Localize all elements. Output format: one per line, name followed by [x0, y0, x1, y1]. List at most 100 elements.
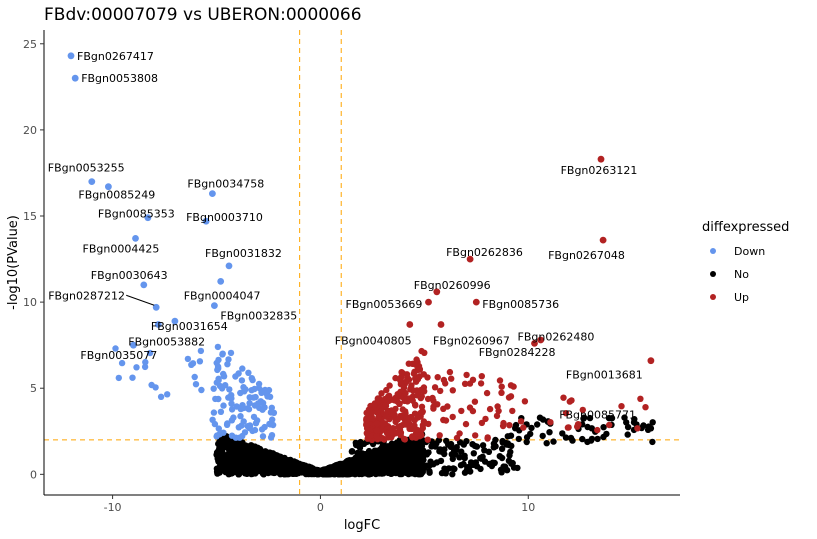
point-up: [498, 389, 505, 396]
point-no: [443, 437, 450, 445]
point-no: [543, 440, 550, 447]
point-up: [400, 384, 408, 392]
point-up: [386, 382, 393, 389]
point-up: [510, 383, 517, 390]
point-up: [374, 409, 381, 416]
point-no: [215, 440, 222, 448]
point-down: [246, 394, 253, 401]
point-no: [428, 443, 435, 450]
point-up: [383, 386, 390, 394]
point-up: [458, 407, 465, 415]
gene-labels: FBgn0267417 FBgn0053808 FBgn0053255 FBgn008…: [48, 50, 643, 422]
gene-label: FBgn0053882: [128, 336, 205, 349]
chart-title: FBdv:00007079 vs UBERON:0000066: [44, 5, 362, 25]
point-down: [215, 425, 222, 432]
point-up: [564, 424, 572, 431]
point-down: [235, 424, 242, 431]
point-no: [264, 461, 271, 469]
point-down: [245, 369, 252, 376]
point-down: [224, 361, 231, 368]
point-up: [509, 407, 516, 415]
point-up: [520, 424, 527, 431]
point-no: [232, 447, 239, 454]
point-up: [634, 425, 641, 432]
point-down: [192, 381, 200, 388]
point-up: [444, 403, 451, 410]
point-no: [584, 438, 591, 446]
point-no: [512, 421, 520, 429]
point-down: [266, 393, 274, 400]
point-no: [418, 442, 426, 450]
point-no: [562, 434, 570, 441]
point-up: [562, 410, 570, 417]
point-up: [373, 427, 380, 434]
point-labeled: [225, 262, 233, 270]
point-down: [270, 409, 278, 416]
point-down: [220, 429, 227, 436]
point-no: [508, 460, 515, 467]
point-down: [255, 380, 263, 388]
point-no: [608, 415, 616, 422]
point-no: [435, 436, 443, 444]
gene-label: FBgn0287212: [48, 289, 125, 302]
point-no: [282, 458, 289, 466]
point-up: [594, 426, 601, 434]
point-down: [214, 366, 221, 374]
point-no: [456, 454, 463, 461]
point-no: [470, 450, 477, 457]
point-up: [403, 418, 410, 425]
point-down: [228, 400, 235, 407]
y-tick-label: 25: [23, 38, 37, 51]
point-up: [412, 402, 419, 409]
point-no: [492, 443, 499, 450]
point-no: [393, 439, 401, 446]
point-up: [402, 389, 409, 397]
point-down: [118, 359, 126, 367]
point-up: [378, 427, 385, 434]
point-no: [550, 438, 557, 445]
point-down: [219, 351, 226, 358]
point-down: [227, 349, 235, 357]
point-labeled: [531, 340, 538, 347]
x-tick-label: -10: [104, 501, 122, 514]
point-up: [478, 373, 485, 380]
point-no: [536, 414, 544, 421]
point-no: [358, 470, 365, 477]
point-no: [409, 470, 416, 477]
point-labeled: [537, 336, 545, 344]
point-no: [337, 471, 344, 478]
point-up: [389, 425, 397, 432]
point-labeled: [647, 357, 655, 365]
gene-label: FBgn0053255: [48, 162, 125, 175]
point-down: [252, 393, 259, 401]
point-no: [449, 455, 456, 463]
gene-label: FBgn0031654: [151, 320, 228, 333]
point-up: [378, 390, 385, 397]
point-down: [184, 355, 192, 363]
point-no: [216, 467, 223, 474]
point-no: [257, 466, 264, 473]
point-down: [242, 386, 249, 393]
point-up: [566, 398, 573, 405]
point-down: [265, 386, 273, 394]
point-labeled: [67, 52, 75, 60]
gene-label: FBgn0267417: [77, 50, 154, 63]
gene-label: FBgn0013681: [566, 369, 643, 382]
point-up: [466, 404, 474, 411]
point-up: [392, 405, 399, 413]
legend: diffexpressed Down No Up: [702, 220, 789, 304]
point-up: [413, 426, 421, 433]
point-up: [414, 414, 422, 421]
point-up: [449, 387, 456, 394]
point-down: [164, 391, 171, 398]
point-down: [246, 424, 253, 432]
point-no: [423, 451, 431, 458]
point-no: [539, 432, 546, 440]
point-no: [388, 440, 396, 447]
point-no: [426, 469, 433, 476]
point-no: [498, 445, 506, 452]
point-up: [461, 380, 469, 387]
point-down: [225, 356, 232, 363]
point-down: [269, 416, 276, 423]
point-down: [129, 374, 136, 381]
